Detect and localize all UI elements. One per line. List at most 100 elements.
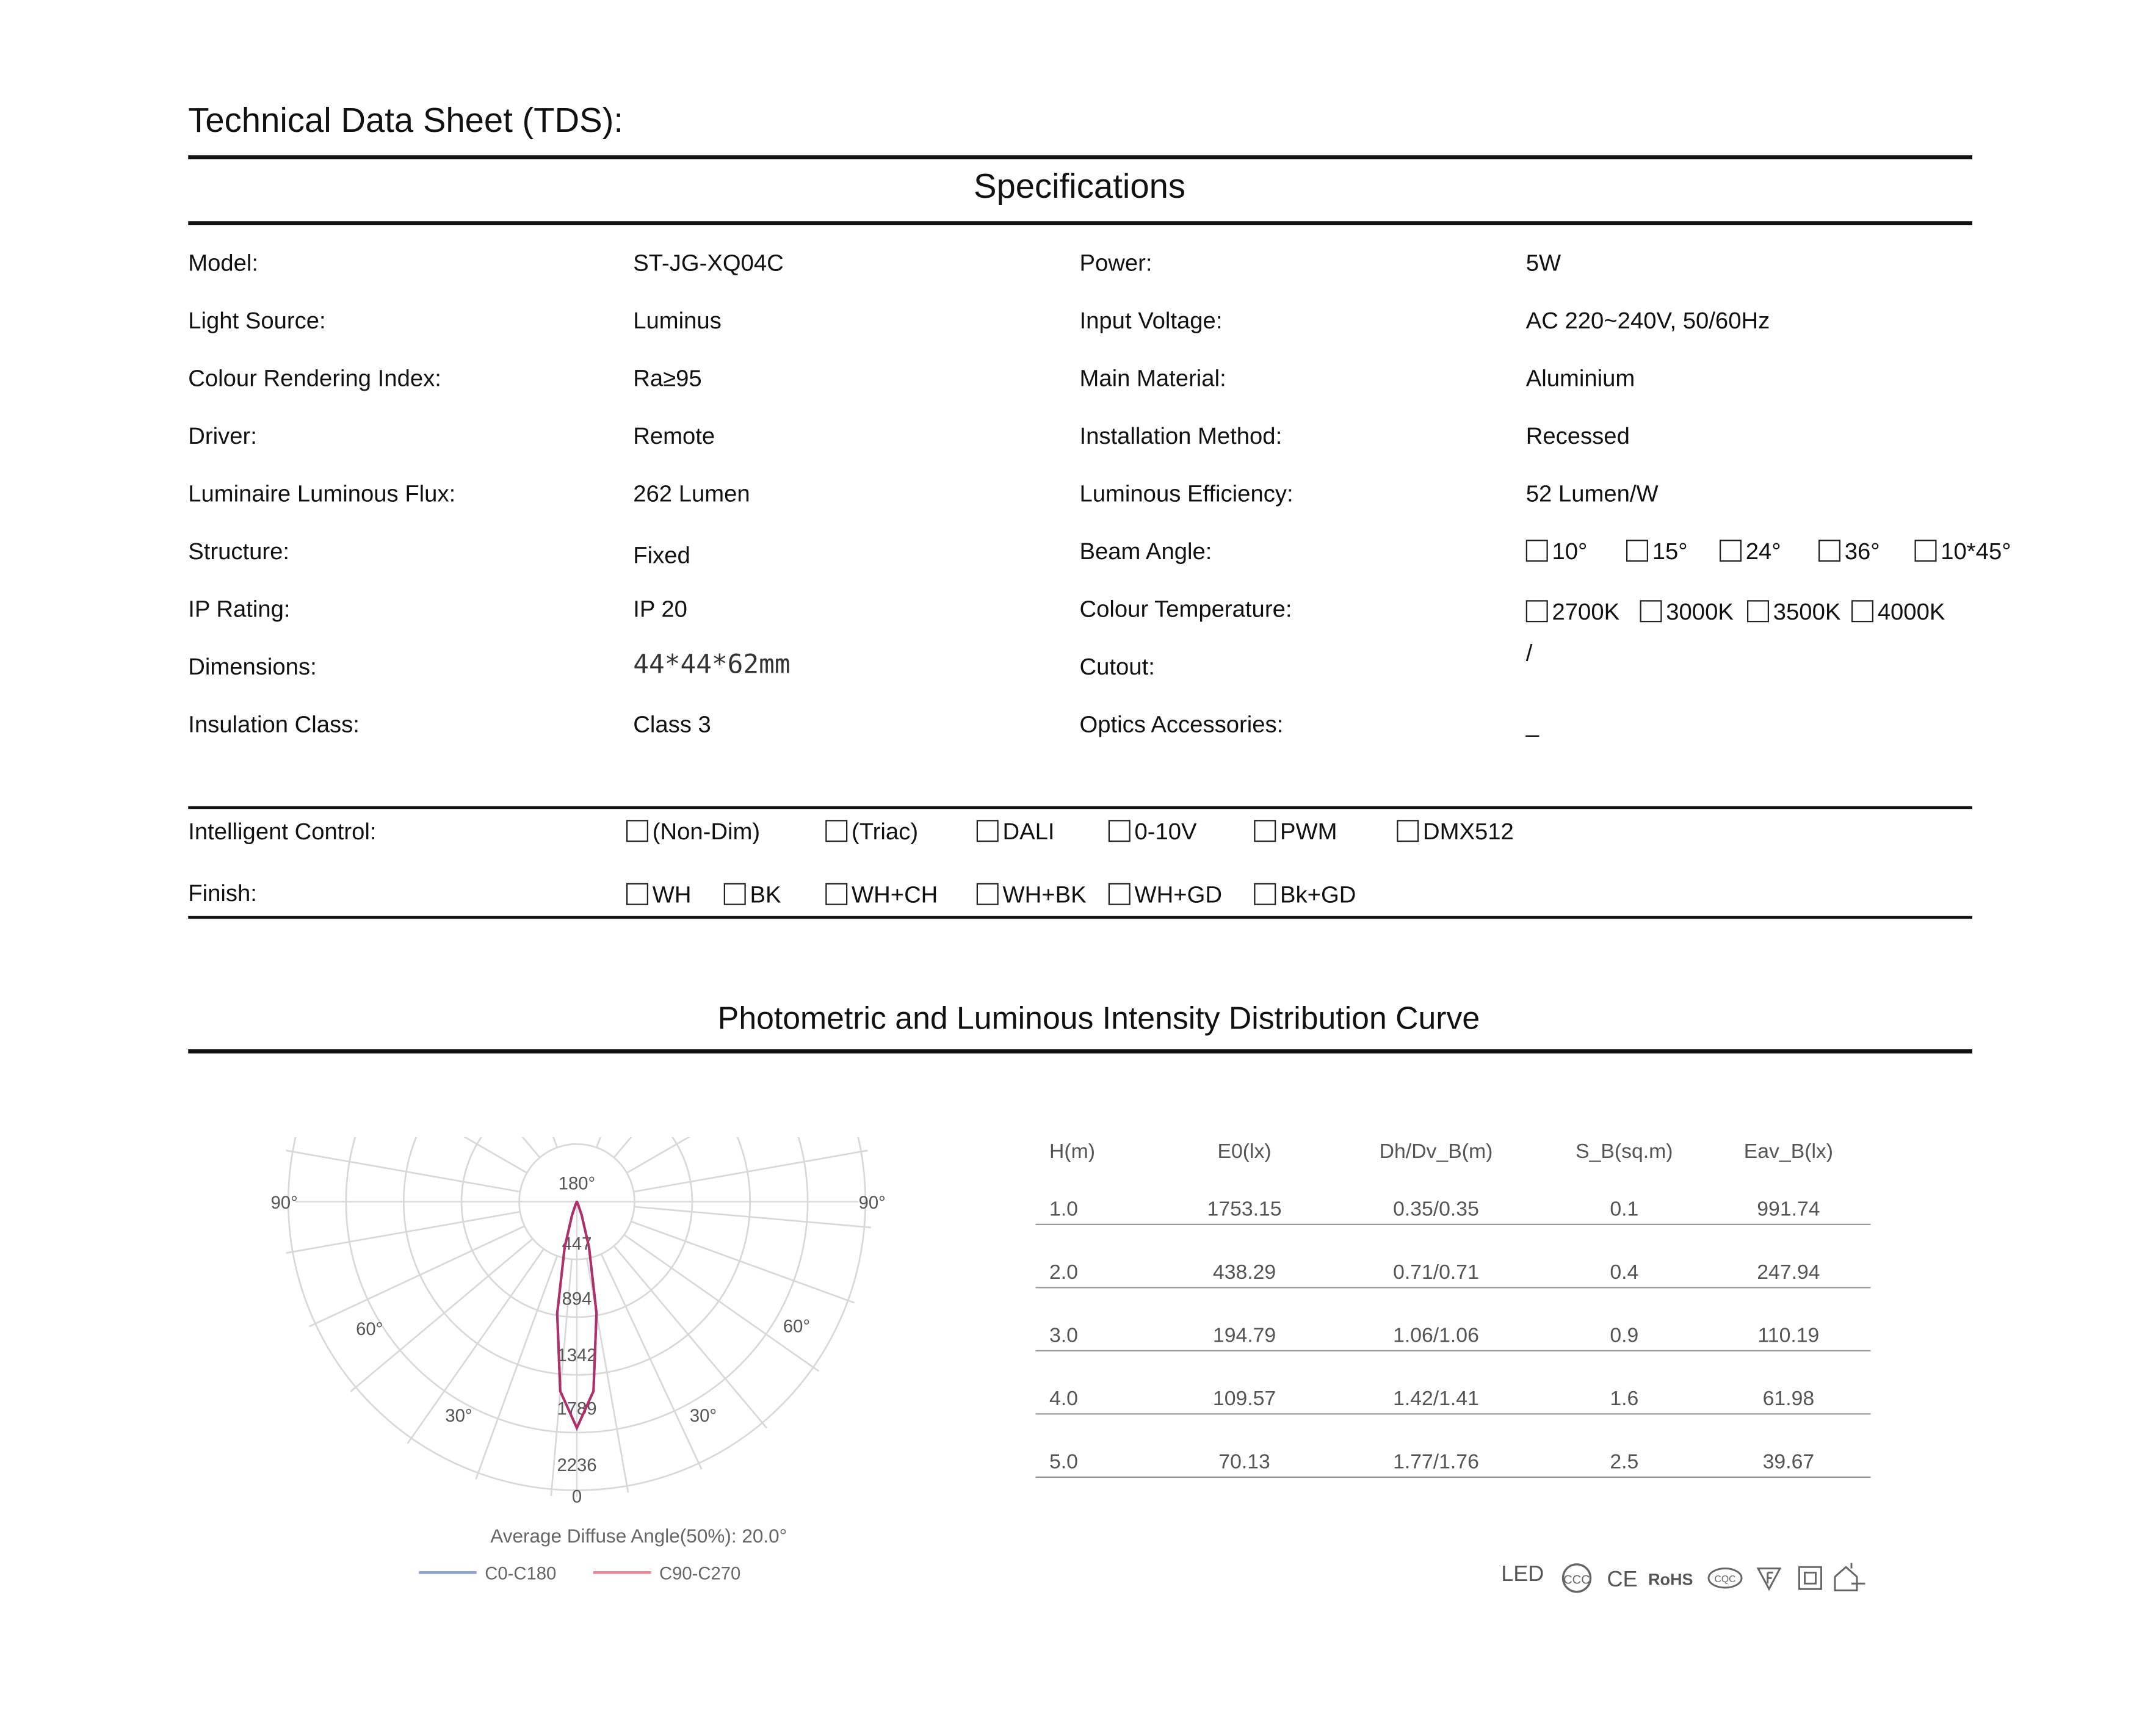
checkbox[interactable] <box>626 883 648 905</box>
angle-label: 30° <box>445 1406 472 1426</box>
finish-option[interactable]: WH+BK <box>976 882 1087 910</box>
indoor-use-icon <box>1834 1563 1865 1591</box>
beam-angle-option[interactable]: 10° <box>1525 538 1588 566</box>
colour-temperature-option[interactable]: 3000K <box>1640 599 1734 626</box>
table-cell: 5.0 <box>1049 1450 1078 1474</box>
beam-angle-option-label: 10° <box>1552 538 1588 565</box>
checkbox[interactable] <box>1851 600 1873 623</box>
grid-spoke <box>475 1256 558 1480</box>
spec-value: / <box>1525 640 1533 667</box>
table-cell: 991.74 <box>1757 1198 1820 1221</box>
checkbox[interactable] <box>1914 540 1937 562</box>
checkbox[interactable] <box>1525 540 1548 562</box>
checkbox[interactable] <box>1818 540 1840 562</box>
spec-value: 262 Lumen <box>633 480 750 507</box>
radial-tick-label: 894 <box>562 1290 592 1309</box>
beam-angle-option-label: 10*45° <box>1941 538 2011 565</box>
divider <box>188 155 1972 159</box>
intelligent-control-option[interactable]: DMX512 <box>1397 819 1514 846</box>
column-header: Eav_B(lx) <box>1743 1140 1834 1163</box>
grid-spoke <box>596 1137 601 1148</box>
divider <box>188 221 1972 225</box>
spec-label: Cutout: <box>1079 654 1155 680</box>
polar-distribution-chart: 180°90° 90°60° 60°30° 30°044789413421789223… <box>271 1137 886 1584</box>
intelligent-control-option-label: (Non-Dim) <box>652 819 761 845</box>
finish-option[interactable]: WH+CH <box>825 882 938 910</box>
spec-value: Luminus <box>633 308 722 334</box>
radial-tick-label: 2236 <box>557 1456 596 1475</box>
checkbox[interactable] <box>1254 883 1276 905</box>
table-cell: 2.0 <box>1049 1260 1078 1284</box>
finish-option[interactable]: WH+GD <box>1108 882 1222 910</box>
intelligent-control-option[interactable]: DALI <box>976 819 1055 846</box>
legend-label: C90-C270 <box>659 1564 740 1584</box>
class-ii-icon <box>1798 1566 1822 1590</box>
checkbox[interactable] <box>976 883 999 905</box>
grid-spoke <box>286 1149 521 1193</box>
intelligent-control-option[interactable]: PWM <box>1254 819 1337 846</box>
ce-icon: CE <box>1607 1566 1638 1591</box>
led-mark: LED <box>1501 1563 1544 1586</box>
checkbox[interactable] <box>1640 600 1662 623</box>
finish-option[interactable]: WH <box>626 882 691 910</box>
finish-option-label: WH+CH <box>852 881 938 908</box>
checkbox[interactable] <box>1626 540 1648 562</box>
spec-label: Structure: <box>188 538 290 565</box>
colour-temperature-option[interactable]: 2700K <box>1525 599 1619 626</box>
colour-temperature-option[interactable]: 3500K <box>1747 599 1840 626</box>
table-cell: 110.19 <box>1757 1324 1820 1348</box>
checkbox[interactable] <box>976 820 999 842</box>
table-cell: 70.13 <box>1218 1450 1270 1474</box>
grid-spoke <box>613 1245 767 1429</box>
beam-angle-option[interactable]: 15° <box>1626 538 1688 566</box>
page-title: Technical Data Sheet (TDS): <box>188 101 624 140</box>
table-cell: 109.57 <box>1212 1387 1276 1411</box>
checkbox[interactable] <box>626 820 648 842</box>
spec-value: Remote <box>633 423 715 449</box>
angle-label: 90° <box>859 1193 886 1213</box>
finish-option[interactable]: Bk+GD <box>1254 882 1356 910</box>
beam-angle-option-label: 36° <box>1844 538 1880 565</box>
intelligent-control-option[interactable]: (Non-Dim) <box>626 819 760 846</box>
beam-angle-option[interactable]: 24° <box>1720 538 1781 566</box>
grid-spoke <box>521 1137 541 1159</box>
grid-spoke <box>463 1137 527 1174</box>
checkbox[interactable] <box>1525 600 1548 623</box>
table-cell: 61.98 <box>1762 1387 1815 1411</box>
beam-angle-option[interactable]: 36° <box>1818 538 1880 566</box>
angle-label: 90° <box>271 1193 298 1213</box>
checkbox[interactable] <box>1720 540 1742 562</box>
spec-value: Aluminium <box>1525 365 1635 392</box>
table-header: H(m) E0(lx) Dh/Dv_B(m) S_B(sq.m) Eav_B(lx) <box>1036 1140 1871 1195</box>
grid-spoke <box>550 1259 573 1496</box>
checkbox[interactable] <box>1108 883 1131 905</box>
checkbox[interactable] <box>723 883 746 905</box>
intelligent-control-option-label: 0-10V <box>1134 819 1197 845</box>
colour-temperature-option[interactable]: 4000K <box>1851 599 1945 626</box>
checkbox[interactable] <box>1747 600 1769 623</box>
table-cell: 0.35/0.35 <box>1393 1198 1479 1221</box>
grid-spoke <box>600 1253 703 1470</box>
spec-value: 5W <box>1525 250 1561 277</box>
finish-option[interactable]: BK <box>723 881 781 910</box>
spec-value: Ra≥95 <box>633 365 702 392</box>
column-header: Dh/Dv_B(m) <box>1379 1140 1493 1163</box>
spec-value: Class 3 <box>633 711 711 738</box>
checkbox[interactable] <box>1254 820 1276 842</box>
beam-angle-option[interactable]: 10*45° <box>1914 538 2011 566</box>
checkbox[interactable] <box>825 820 848 842</box>
spec-value: AC 220~240V, 50/60Hz <box>1525 308 1770 334</box>
table-row: 2.0 438.29 0.71/0.71 0.4 247.94 <box>1035 1225 1871 1289</box>
checkbox[interactable] <box>1108 820 1131 842</box>
checkbox[interactable] <box>825 883 848 905</box>
intelligent-control-option-label: DMX512 <box>1423 819 1514 845</box>
radial-tick-label: 1342 <box>557 1346 596 1365</box>
table-cell: 247.94 <box>1757 1260 1820 1284</box>
checkbox[interactable] <box>1397 820 1419 842</box>
intelligent-control-option[interactable]: (Triac) <box>825 819 918 846</box>
finish-option-label: BK <box>750 881 781 908</box>
table-cell: 1.77/1.76 <box>1393 1450 1479 1474</box>
table-cell: 3.0 <box>1049 1324 1078 1348</box>
intelligent-control-option[interactable]: 0-10V <box>1108 819 1197 846</box>
angle-label: 180° <box>559 1174 595 1194</box>
